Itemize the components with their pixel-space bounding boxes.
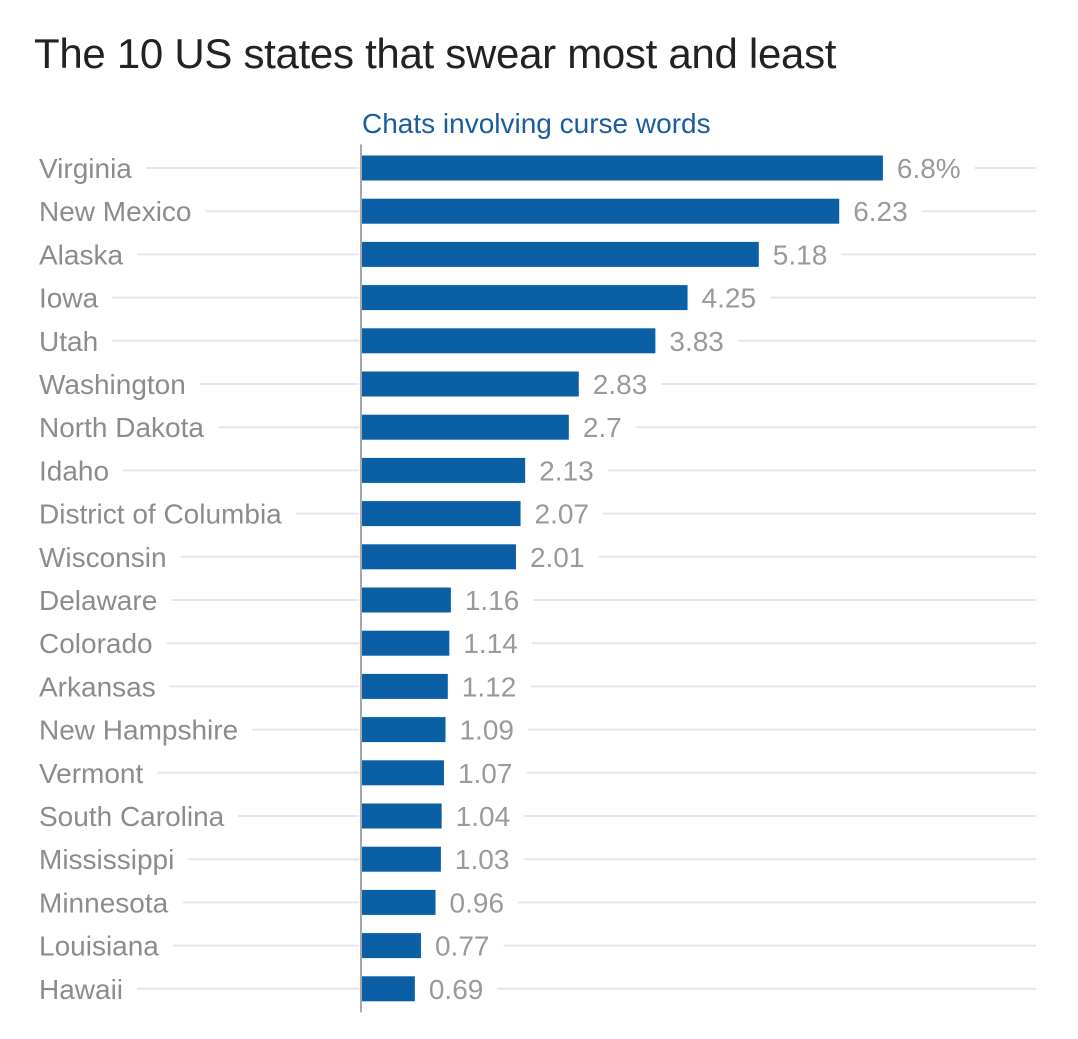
bar: [362, 803, 442, 829]
labels: Virginia 6.8% New Mexico 6.23 Alaska 5.18 Iowa…: [39, 153, 961, 1005]
bar: [362, 587, 451, 613]
category-label: Minnesota: [39, 887, 169, 918]
data-label: 2.13: [539, 455, 594, 486]
bar: [362, 933, 421, 959]
bar: [362, 414, 569, 440]
category-label: New Mexico: [39, 196, 191, 227]
category-label: Idaho: [39, 455, 109, 486]
bar: [362, 673, 448, 699]
category-label: Iowa: [39, 283, 99, 314]
category-label: Mississippi: [39, 844, 174, 875]
data-label: 0.77: [435, 931, 490, 962]
category-label: New Hampshire: [39, 715, 238, 746]
category-label: District of Columbia: [39, 499, 282, 530]
chart-title: The 10 US states that swear most and lea…: [34, 30, 837, 77]
data-label: 1.07: [458, 758, 513, 789]
data-label: 1.09: [459, 715, 514, 746]
bars: [362, 155, 883, 1002]
data-label: 6.8%: [897, 153, 961, 184]
bar: [362, 544, 516, 570]
bar: [362, 198, 840, 224]
data-label: 2.7: [583, 412, 622, 443]
data-label: 1.14: [463, 628, 517, 659]
bar: [362, 371, 579, 397]
data-label: 1.03: [455, 844, 510, 875]
data-label: 1.04: [456, 801, 511, 832]
data-label: 4.25: [702, 283, 757, 314]
category-label: Virginia: [39, 153, 132, 184]
series-label: Chats involving curse words: [362, 108, 711, 139]
category-label: Vermont: [39, 758, 143, 789]
category-label: Wisconsin: [39, 542, 167, 573]
data-label: 0.96: [450, 887, 505, 918]
data-label: 2.83: [593, 369, 648, 400]
bar: [362, 846, 441, 872]
category-label: Delaware: [39, 585, 157, 616]
data-label: 1.16: [465, 585, 519, 616]
category-label: Alaska: [39, 239, 123, 270]
category-label: Utah: [39, 326, 98, 357]
data-label: 2.07: [535, 499, 590, 530]
bar: [362, 717, 446, 743]
bar: [362, 976, 415, 1002]
category-label: North Dakota: [39, 412, 204, 443]
bar: [362, 889, 436, 915]
data-label: 5.18: [773, 239, 828, 270]
category-label: South Carolina: [39, 801, 225, 832]
bar: [362, 760, 444, 786]
data-label: 2.01: [530, 542, 585, 573]
bar: [362, 328, 656, 354]
data-label: 6.23: [853, 196, 908, 227]
category-label: Washington: [39, 369, 186, 400]
bar: [362, 457, 526, 483]
bar: [362, 155, 883, 181]
category-label: Louisiana: [39, 931, 159, 962]
category-label: Hawaii: [39, 974, 123, 1005]
data-label: 3.83: [669, 326, 724, 357]
bar: [362, 501, 521, 527]
gridlines: [112, 167, 1036, 990]
bar: [362, 285, 688, 311]
bar: [362, 241, 759, 267]
bar: [362, 630, 450, 656]
data-label: 1.12: [462, 671, 517, 702]
data-label: 0.69: [429, 974, 484, 1005]
category-label: Colorado: [39, 628, 153, 659]
category-label: Arkansas: [39, 671, 156, 702]
